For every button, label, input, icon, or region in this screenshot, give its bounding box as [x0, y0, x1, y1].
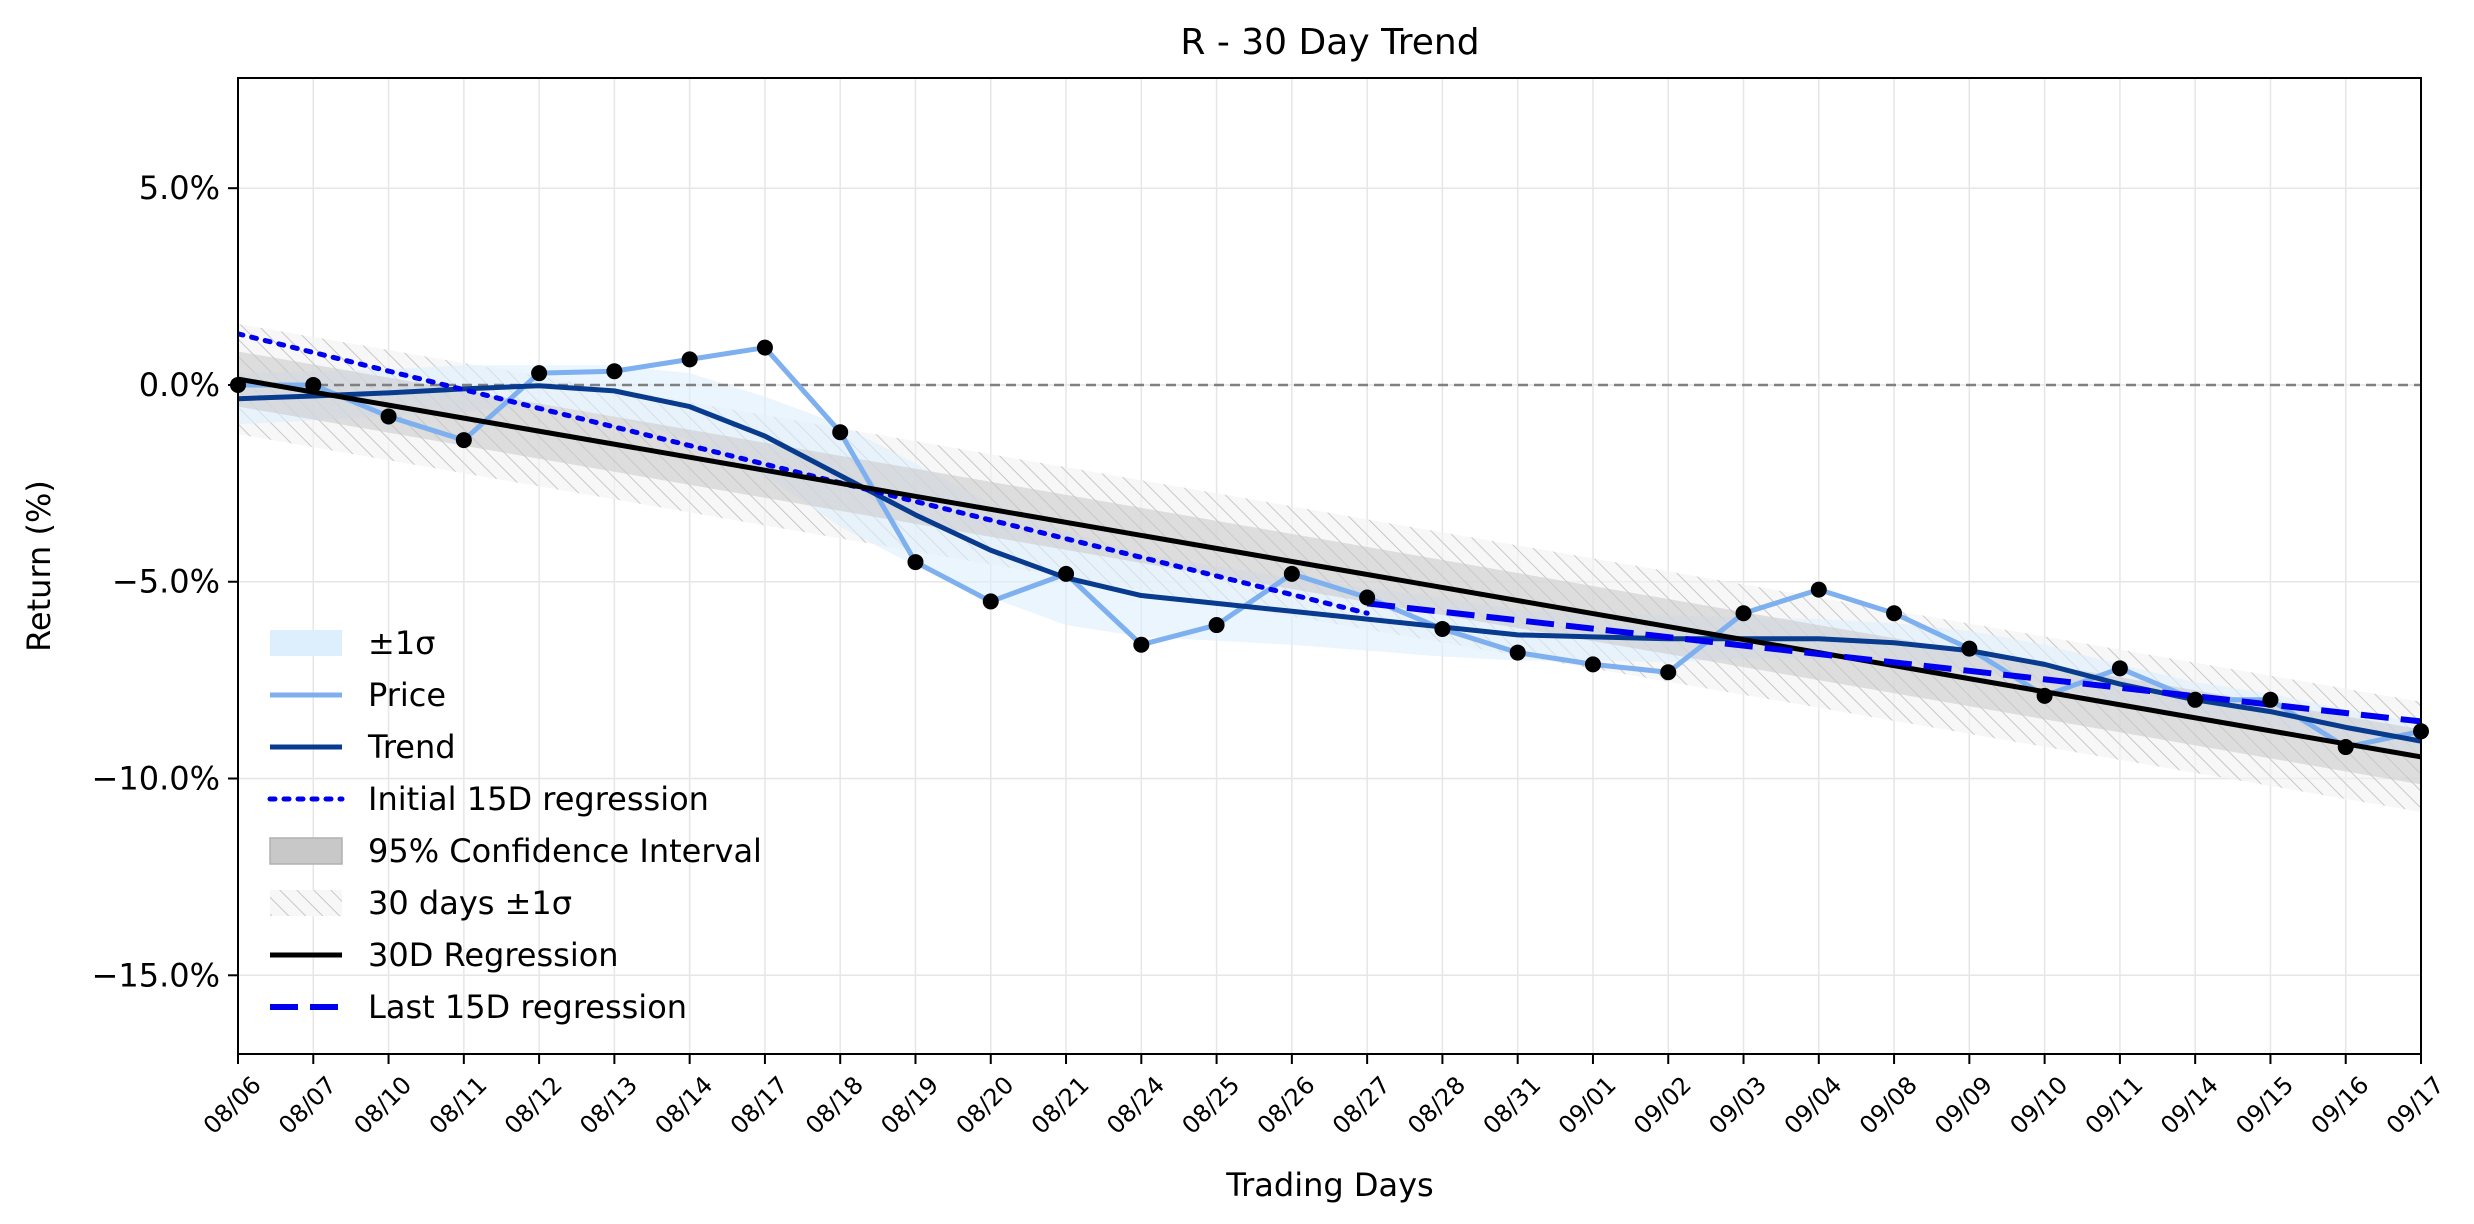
x-tick-label: 08/20 [951, 1071, 1020, 1140]
y-tick-label: 5.0% [139, 169, 220, 207]
price-point [1359, 589, 1376, 606]
price-point [907, 554, 924, 571]
legend-item: Price [270, 676, 446, 714]
legend-item: ±1σ [270, 624, 435, 662]
plot-frame [237, 77, 2422, 1055]
x-tick-label: 08/13 [574, 1071, 643, 1140]
price-line [238, 345, 2421, 750]
line-layer [238, 331, 2421, 760]
x-tick-label: 09/04 [1779, 1071, 1848, 1140]
price-point [1961, 640, 1978, 657]
x-tick-label: 09/01 [1553, 1071, 1622, 1140]
chart-title: R - 30 Day Trend [1180, 22, 1479, 63]
x-tick-label: 08/14 [650, 1071, 719, 1140]
price-point [681, 351, 698, 368]
x-tick-label: 09/11 [2080, 1071, 2149, 1140]
x-tick-label: 08/11 [424, 1071, 493, 1140]
y-tick-label: −10.0% [92, 760, 220, 798]
price-point [606, 363, 623, 380]
x-tick-label: 08/12 [499, 1071, 568, 1140]
x-tick-label: 09/10 [2005, 1071, 2074, 1140]
price-point [1133, 636, 1150, 653]
x-tick-label: 09/15 [2230, 1071, 2299, 1140]
price-point [1660, 664, 1677, 681]
trend-line [238, 383, 2421, 744]
price-point [2187, 691, 2204, 708]
x-tick-label: 08/24 [1101, 1071, 1170, 1140]
price-point [1434, 620, 1451, 637]
price-point [1509, 644, 1526, 661]
legend-label: Last 15D regression [368, 988, 687, 1026]
legend-swatch-hatch [270, 890, 342, 916]
last-15d-regression-line [1366, 600, 2421, 725]
price-point [2111, 660, 2128, 677]
x-tick-label: 09/02 [1628, 1071, 1697, 1140]
regression-30d-line [238, 376, 2421, 760]
x-tick-label: 08/10 [349, 1071, 418, 1140]
y-axis-label: Return (%) [20, 480, 58, 652]
y-tick-label: 0.0% [139, 366, 220, 404]
initial-15d-regression-line [238, 331, 1370, 616]
marker-layer [230, 339, 2429, 756]
x-tick-label: 08/21 [1026, 1071, 1095, 1140]
legend-label: 30D Regression [368, 936, 619, 974]
price-point [455, 432, 472, 449]
x-axis-label: Trading Days [1225, 1166, 1433, 1204]
x-tick-label: 08/17 [725, 1071, 794, 1140]
price-point [756, 339, 773, 356]
x-tick-label: 08/06 [198, 1071, 267, 1140]
price-point [2036, 687, 2053, 704]
legend-label: Trend [367, 728, 456, 766]
legend-item: Last 15D regression [270, 988, 687, 1026]
y-tick-label: −15.0% [92, 956, 220, 994]
price-point [832, 424, 849, 441]
legend-item: 30D Regression [270, 936, 619, 974]
price-point [1283, 565, 1300, 582]
x-tick-label: 09/16 [2306, 1071, 2375, 1140]
y-tick-label: −5.0% [112, 563, 220, 601]
legend-item: Initial 15D regression [267, 780, 709, 818]
x-tick-label: 08/28 [1402, 1071, 1471, 1140]
price-point [2337, 739, 2354, 756]
price-point [380, 408, 397, 425]
legend-item: 95% Confidence Interval [269, 832, 762, 870]
x-tick-label: 08/19 [875, 1071, 944, 1140]
legend-label: Price [368, 676, 446, 714]
legend-label: 30 days ±1σ [368, 884, 572, 922]
legend-item: Trend [270, 728, 456, 766]
price-point [1810, 581, 1827, 598]
x-tick-label: 09/17 [2381, 1071, 2450, 1140]
x-tick-label: 08/26 [1252, 1071, 1321, 1140]
legend-label: 95% Confidence Interval [368, 832, 762, 870]
x-tick-label: 08/25 [1177, 1071, 1246, 1140]
price-point [1735, 605, 1752, 622]
price-point [1058, 565, 1075, 582]
price-point [305, 376, 322, 393]
price-point [2262, 691, 2279, 708]
x-tick-label: 08/07 [273, 1071, 342, 1140]
x-tick-label: 09/14 [2155, 1071, 2224, 1140]
price-point [1886, 605, 1903, 622]
legend-swatch [269, 837, 343, 865]
x-tick-label: 09/03 [1703, 1071, 1772, 1140]
x-tick-label: 08/31 [1478, 1071, 1547, 1140]
x-tick-label: 08/27 [1327, 1071, 1396, 1140]
legend-item: 30 days ±1σ [270, 884, 572, 922]
legend-swatch [270, 630, 342, 656]
legend-label: Initial 15D regression [368, 780, 709, 818]
price-point [531, 365, 548, 382]
x-tick-label: 08/18 [800, 1071, 869, 1140]
price-point [1208, 617, 1225, 634]
price-point [982, 593, 999, 610]
x-tick-label: 09/08 [1854, 1071, 1923, 1140]
legend-label: ±1σ [368, 624, 435, 662]
price-point [1584, 656, 1601, 673]
x-tick-label: 09/09 [1929, 1071, 1998, 1140]
legend: ±1σ Price Trend Initial 15D regression 95% C… [267, 624, 762, 1026]
